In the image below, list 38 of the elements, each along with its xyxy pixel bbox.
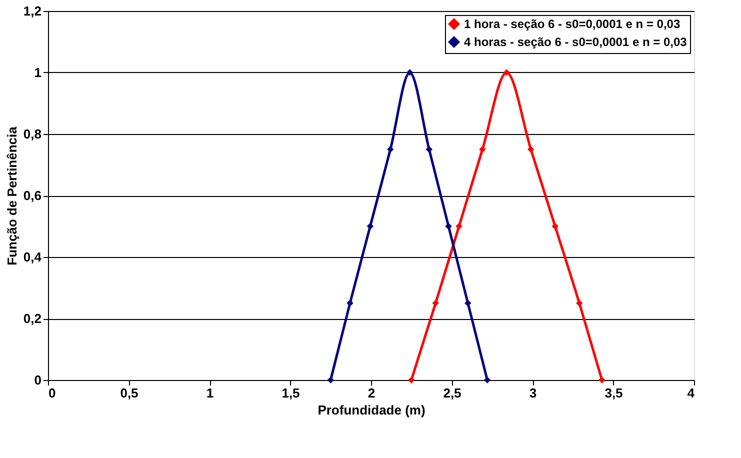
y-tick-label: 0 (34, 372, 42, 388)
y-tick-label: 1,2 (23, 4, 42, 18)
y-tick-label: 0,6 (23, 188, 42, 203)
y-tick-label: 1 (34, 65, 42, 80)
point (327, 376, 334, 384)
point (426, 146, 432, 153)
y-tick-label: 0,4 (23, 250, 42, 264)
point (406, 69, 414, 76)
x-tick-label: 2,5 (443, 386, 462, 400)
point (479, 146, 486, 153)
point (456, 222, 462, 230)
x-tick-label: 1 (206, 386, 214, 400)
x-tick-label: 0 (48, 386, 56, 400)
point (503, 69, 510, 76)
point (484, 376, 491, 384)
point (346, 300, 354, 306)
y-axis-title: Função de Pertinência (4, 126, 20, 266)
point (366, 222, 374, 230)
point (528, 146, 534, 153)
legend-label: 4 horas - seção 6 - s0=0,0001 e n = 0,03 (464, 35, 688, 49)
x-tick-label: 2 (368, 386, 376, 400)
point (387, 146, 394, 153)
x-tick-label: 3,5 (604, 386, 623, 400)
x-tick-label: 0,5 (120, 386, 138, 400)
x-tick-label: 1,5 (282, 386, 300, 400)
legend-label: 1 hora - seção 6 - s0=0,0001 e n = 0,03 (464, 17, 680, 31)
x-tick-label: 3 (529, 386, 537, 400)
point (464, 300, 472, 306)
x-tick-label: 4 (687, 386, 696, 400)
point (432, 300, 439, 306)
point (408, 376, 415, 384)
y-tick-label: 0,8 (23, 126, 42, 142)
point (445, 222, 452, 230)
x-axis-title: Profundidade (m) (318, 402, 426, 418)
y-tick-label: 0,2 (23, 311, 42, 326)
point (598, 376, 606, 384)
point (552, 222, 558, 230)
point (576, 300, 583, 306)
